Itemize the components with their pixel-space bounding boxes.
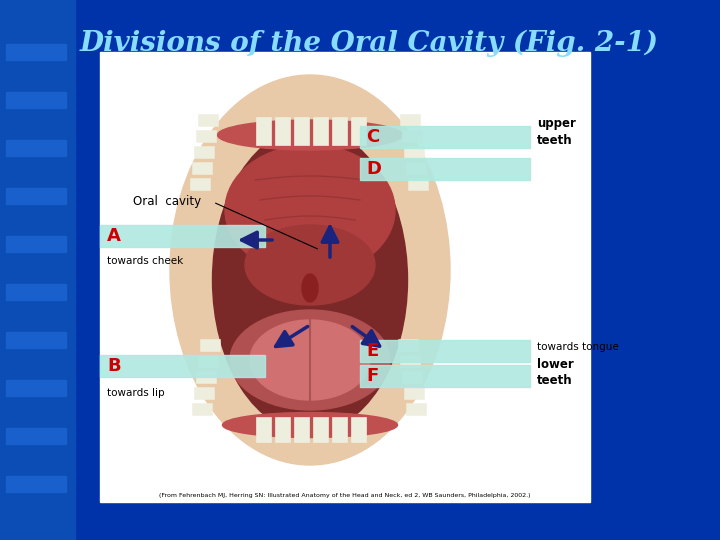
Bar <box>400 355 420 367</box>
Ellipse shape <box>250 320 370 400</box>
Bar <box>406 162 426 174</box>
Bar <box>351 117 366 145</box>
Bar <box>332 417 347 442</box>
Ellipse shape <box>245 225 375 305</box>
Text: C: C <box>366 128 379 146</box>
Bar <box>406 403 426 415</box>
Bar <box>0 0 75 540</box>
Bar <box>313 417 328 442</box>
Bar <box>194 146 214 158</box>
Text: B: B <box>107 357 121 375</box>
Bar <box>256 417 271 442</box>
Bar <box>198 355 218 367</box>
Bar <box>192 162 212 174</box>
Text: Oral  cavity: Oral cavity <box>133 195 201 208</box>
Ellipse shape <box>225 145 395 275</box>
Bar <box>6 476 66 492</box>
Bar <box>404 387 424 399</box>
Bar <box>256 117 271 145</box>
Ellipse shape <box>170 75 450 465</box>
Text: D: D <box>366 160 381 178</box>
Ellipse shape <box>222 413 397 437</box>
Bar <box>200 339 220 351</box>
Bar <box>294 117 309 145</box>
Bar <box>360 365 530 387</box>
Bar <box>294 417 309 442</box>
Text: E: E <box>366 342 378 360</box>
Text: upper
teeth: upper teeth <box>537 118 576 146</box>
Ellipse shape <box>230 310 390 410</box>
Bar <box>402 130 422 142</box>
Bar <box>6 44 66 60</box>
Bar <box>6 428 66 444</box>
Text: F: F <box>366 367 378 385</box>
Bar <box>360 158 530 180</box>
Bar <box>360 340 530 362</box>
Text: (From Fehrenbach MJ, Herring SN: Illustrated Anatomy of the Head and Neck, ed 2,: (From Fehrenbach MJ, Herring SN: Illustr… <box>159 493 531 498</box>
Bar <box>408 178 428 190</box>
Bar <box>360 126 530 148</box>
Bar <box>400 114 420 126</box>
Bar <box>6 380 66 396</box>
Text: towards tongue: towards tongue <box>537 342 618 352</box>
Text: lower
teeth: lower teeth <box>537 357 574 387</box>
Bar <box>194 387 214 399</box>
Text: towards lip: towards lip <box>107 388 165 398</box>
Bar <box>6 188 66 204</box>
Bar <box>351 417 366 442</box>
Ellipse shape <box>302 274 318 302</box>
Bar <box>100 225 265 247</box>
Bar <box>6 332 66 348</box>
Bar <box>275 417 290 442</box>
Bar <box>100 52 590 502</box>
Text: towards cheek: towards cheek <box>107 256 184 266</box>
Text: A: A <box>107 227 121 245</box>
Bar <box>6 140 66 156</box>
Bar <box>332 117 347 145</box>
Text: Divisions of the Oral Cavity (Fig. 2-1): Divisions of the Oral Cavity (Fig. 2-1) <box>80 30 659 57</box>
Bar <box>198 114 218 126</box>
Bar <box>398 339 418 351</box>
Bar <box>196 371 216 383</box>
Bar <box>6 284 66 300</box>
Bar <box>6 92 66 108</box>
Bar <box>275 117 290 145</box>
Ellipse shape <box>212 127 408 433</box>
Bar <box>402 371 422 383</box>
Bar <box>100 355 265 377</box>
Bar <box>190 178 210 190</box>
Ellipse shape <box>217 120 402 150</box>
Bar <box>192 403 212 415</box>
Bar <box>6 236 66 252</box>
Bar <box>196 130 216 142</box>
Bar <box>313 117 328 145</box>
Bar <box>404 146 424 158</box>
